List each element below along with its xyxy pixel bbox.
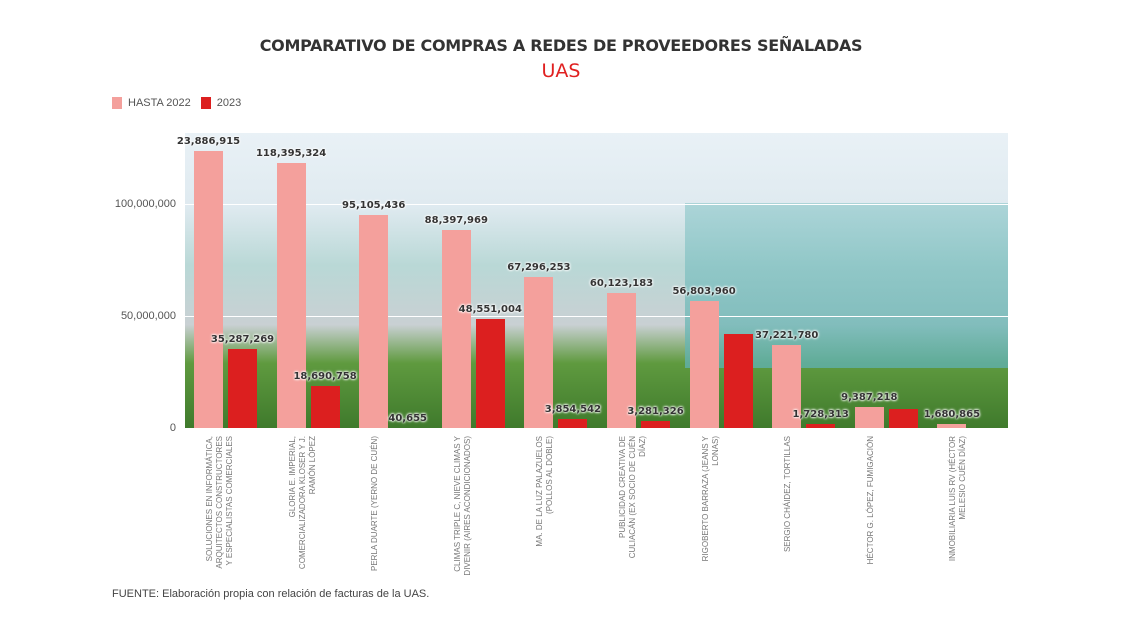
legend-label-2022: HASTA 2022 (128, 97, 191, 109)
data-label: 35,287,269 (210, 333, 275, 345)
data-label: 67,296,253 (507, 262, 571, 274)
data-label: 37,221,780 (755, 329, 819, 341)
bar-2023 (558, 419, 588, 428)
data-label: 23,886,915 (176, 135, 241, 147)
x-tick-label: PUBLICIDAD CREATIVA DE CULIACÁN (EX SOCI… (618, 436, 647, 559)
data-label: 18,690,758 (293, 371, 357, 383)
data-label: 95,105,436 (342, 199, 406, 211)
gridline (185, 316, 1008, 317)
data-label: 3,281,326 (627, 405, 684, 417)
bar-2022 (441, 230, 471, 428)
data-label: 48,551,004 (458, 304, 522, 316)
plot-area (185, 133, 1008, 428)
data-label: 3,854,542 (544, 404, 602, 416)
y-tick-label: 0 (169, 422, 176, 434)
data-label: 60,123,183 (589, 278, 654, 290)
bar-2023 (888, 408, 918, 428)
bar-2022 (524, 277, 554, 428)
x-tick-label: MA. DE LA LUZ PALAZUELOS (POLLOS AL DOBL… (535, 436, 555, 547)
x-tick-label: CLIMAS TRIPLE C, NIEVE CLIMAS Y DIVENIR … (452, 436, 472, 576)
legend: HASTA 2022 2023 (112, 97, 241, 109)
x-tick-label: PERLA DUARTE (YERNO DE CUÉN) (370, 436, 380, 571)
bar-2022 (772, 344, 802, 428)
x-tick-label: INMOBILIARIA LUIS RV (HÉCTOR MELESIO CUÉ… (948, 436, 968, 562)
data-label: 88,397,969 (424, 214, 488, 226)
data-label: 1,680,865 (923, 409, 981, 421)
x-tick-label: SOLUCIONES EN INFORMÁTICA, ARQUITECTOS C… (205, 436, 234, 569)
x-tick-label: GLORIA E. IMPERIAL, COMERCIALIZADORA KLO… (287, 436, 317, 570)
y-tick-label: 100,000,000 (114, 198, 176, 210)
legend-swatch-2022 (112, 97, 122, 109)
data-label: 118,395,324 (255, 147, 327, 159)
y-tick-label: 50,000,000 (120, 310, 176, 322)
gridline (185, 204, 1008, 205)
legend-swatch-2023 (200, 97, 211, 109)
bar-2022 (689, 300, 719, 428)
bar-2022 (937, 424, 967, 428)
x-tick-label: RIGOBERTO BARRAZA (JEANS Y LONAS) (700, 436, 720, 562)
data-label: 9,387,218 (841, 391, 898, 403)
data-label: 56,803,960 (672, 285, 736, 297)
source-note: FUENTE: Elaboración propia con relación … (112, 588, 430, 600)
chart-title: COMPARATIVO DE COMPRAS A REDES DE PROVEE… (259, 36, 863, 55)
bar-2022 (276, 162, 306, 428)
bar-2022 (607, 293, 636, 428)
bar-2023 (228, 348, 257, 428)
bar-2023 (806, 424, 836, 428)
legend-label-2023: 2023 (216, 97, 242, 109)
x-tick-label: HÉCTOR G. LÓPEZ, FUMIGACIÓN (865, 436, 875, 565)
bar-2023 (475, 319, 505, 428)
bar-2023 (641, 420, 670, 428)
chart-subtitle: UAS (541, 60, 581, 82)
data-label: 40,655 (388, 412, 427, 424)
bar-2022 (194, 150, 223, 428)
bar-2023 (723, 333, 753, 428)
data-label: 1,728,313 (792, 409, 849, 421)
bar-2022 (359, 214, 389, 428)
bar-2023 (310, 386, 340, 428)
bar-2022 (854, 406, 884, 428)
x-tick-label: SERGIO CHÁIDEZ, TORTILLAS (783, 436, 793, 553)
